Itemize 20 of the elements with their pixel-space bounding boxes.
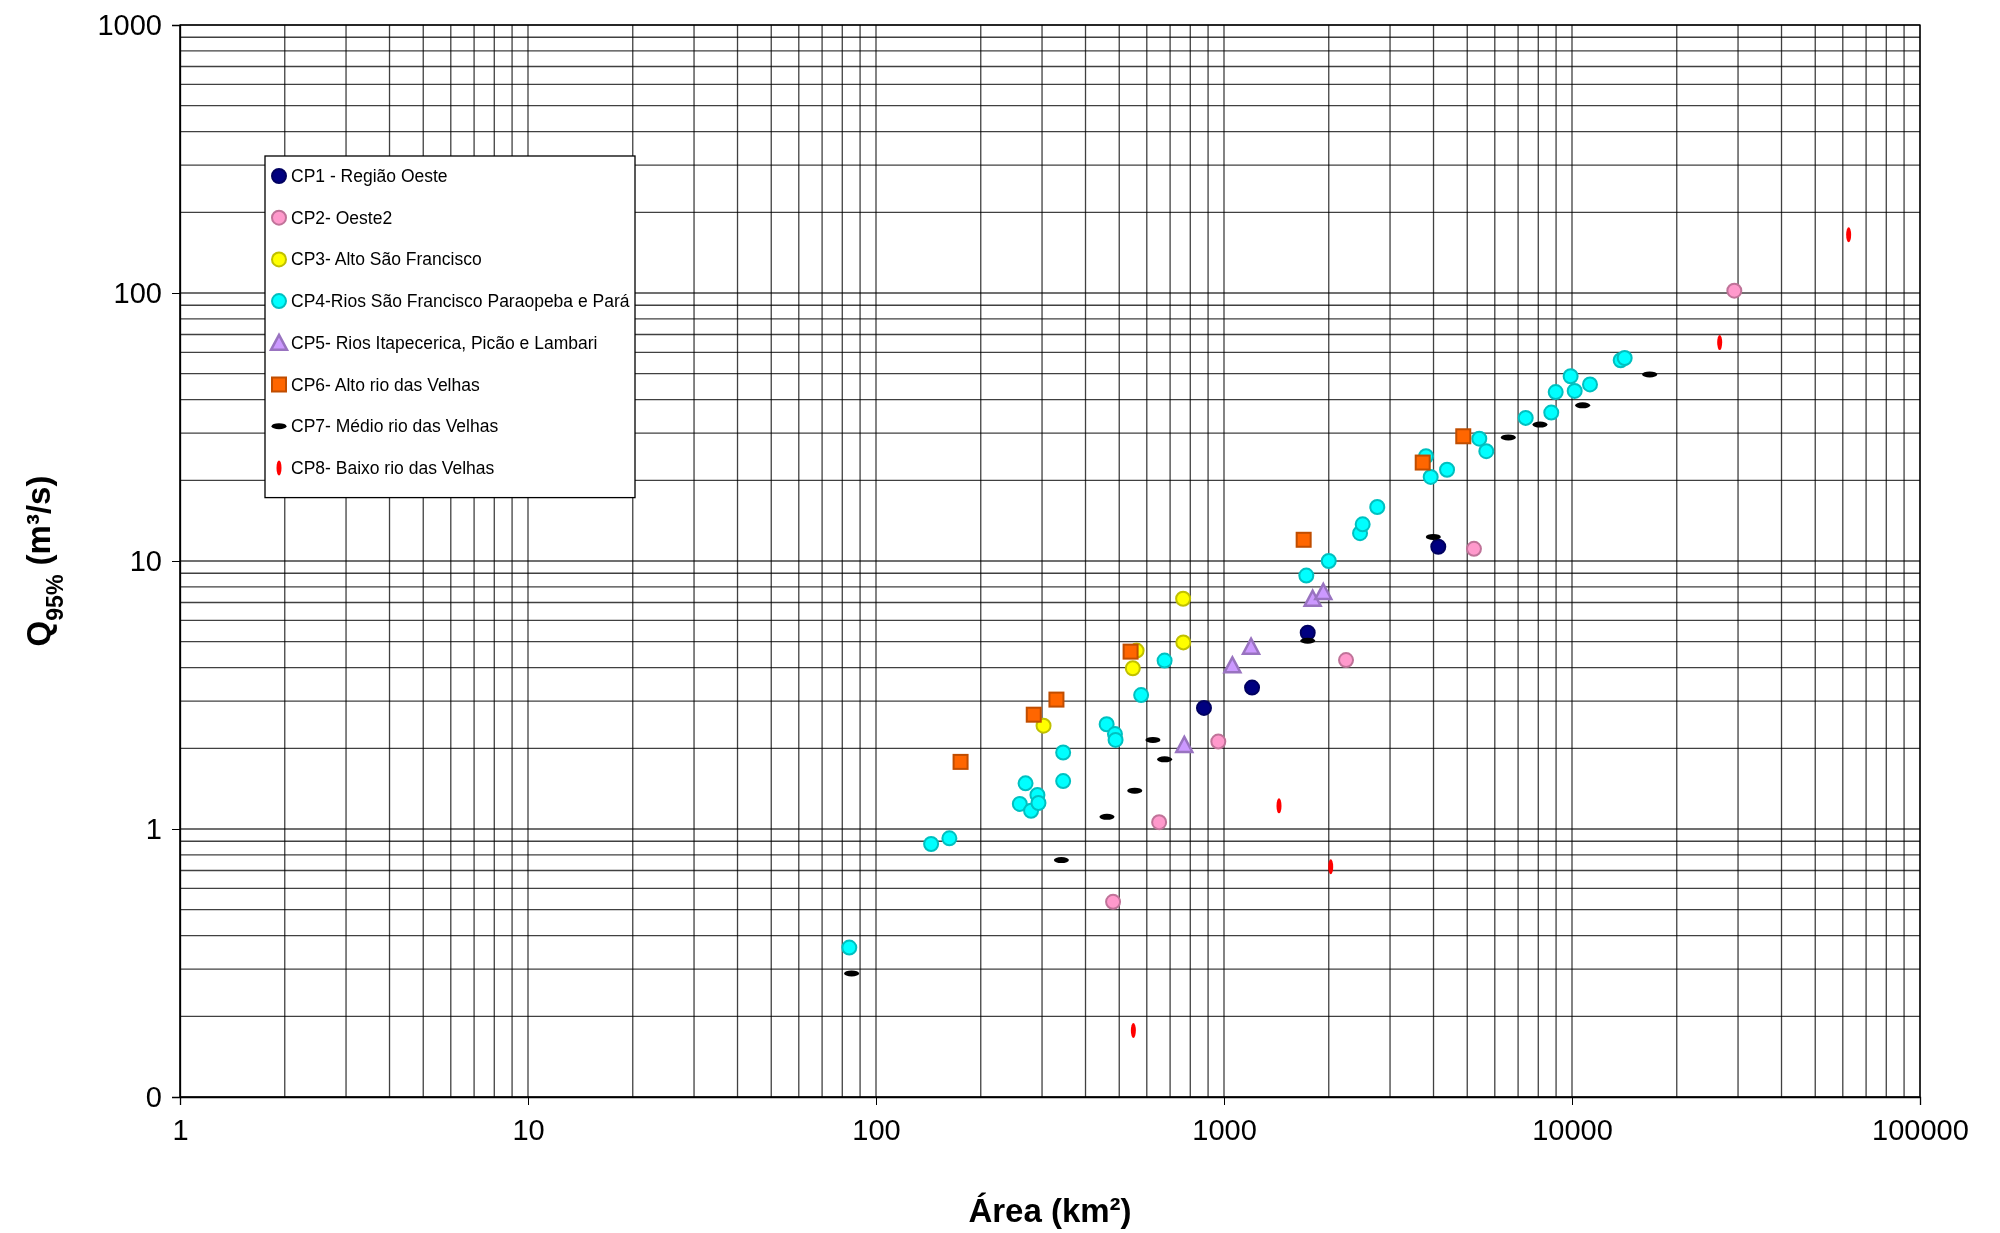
x-tick-label: 100 — [852, 1113, 901, 1146]
y-tick-label: 1000 — [97, 8, 162, 41]
x-axis-title: Área (km²) — [968, 1192, 1132, 1229]
legend-label: CP8- Baixo rio das Velhas — [291, 457, 495, 478]
legend-label: CP3- Alto São Francisco — [291, 249, 482, 270]
legend-label: CP1 - Região Oeste — [291, 166, 448, 186]
y-tick-label: 10 — [129, 544, 162, 577]
x-tick-label: 100000 — [1872, 1113, 1969, 1146]
y-tick-label: 100 — [113, 276, 162, 309]
x-tick-label: 1000 — [1192, 1113, 1257, 1146]
legend-label: CP2- Oeste2 — [291, 207, 393, 228]
legend-label: CP7- Médio rio das Velhas — [291, 416, 499, 437]
x-tick-label: 1 — [172, 1113, 189, 1146]
legend-label: CP4-Rios São Francisco Paraopeba e Pará — [291, 291, 630, 312]
x-tick-label: 10000 — [1532, 1113, 1613, 1146]
legend-label: CP6- Alto rio das Velhas — [291, 374, 480, 395]
x-tick-label: 10 — [512, 1113, 545, 1146]
legend-label: CP5- Rios Itapecerica, Picão e Lambari — [291, 332, 598, 353]
y-tick-label: 0 — [145, 1080, 162, 1113]
y-tick-label: 1 — [145, 812, 162, 845]
